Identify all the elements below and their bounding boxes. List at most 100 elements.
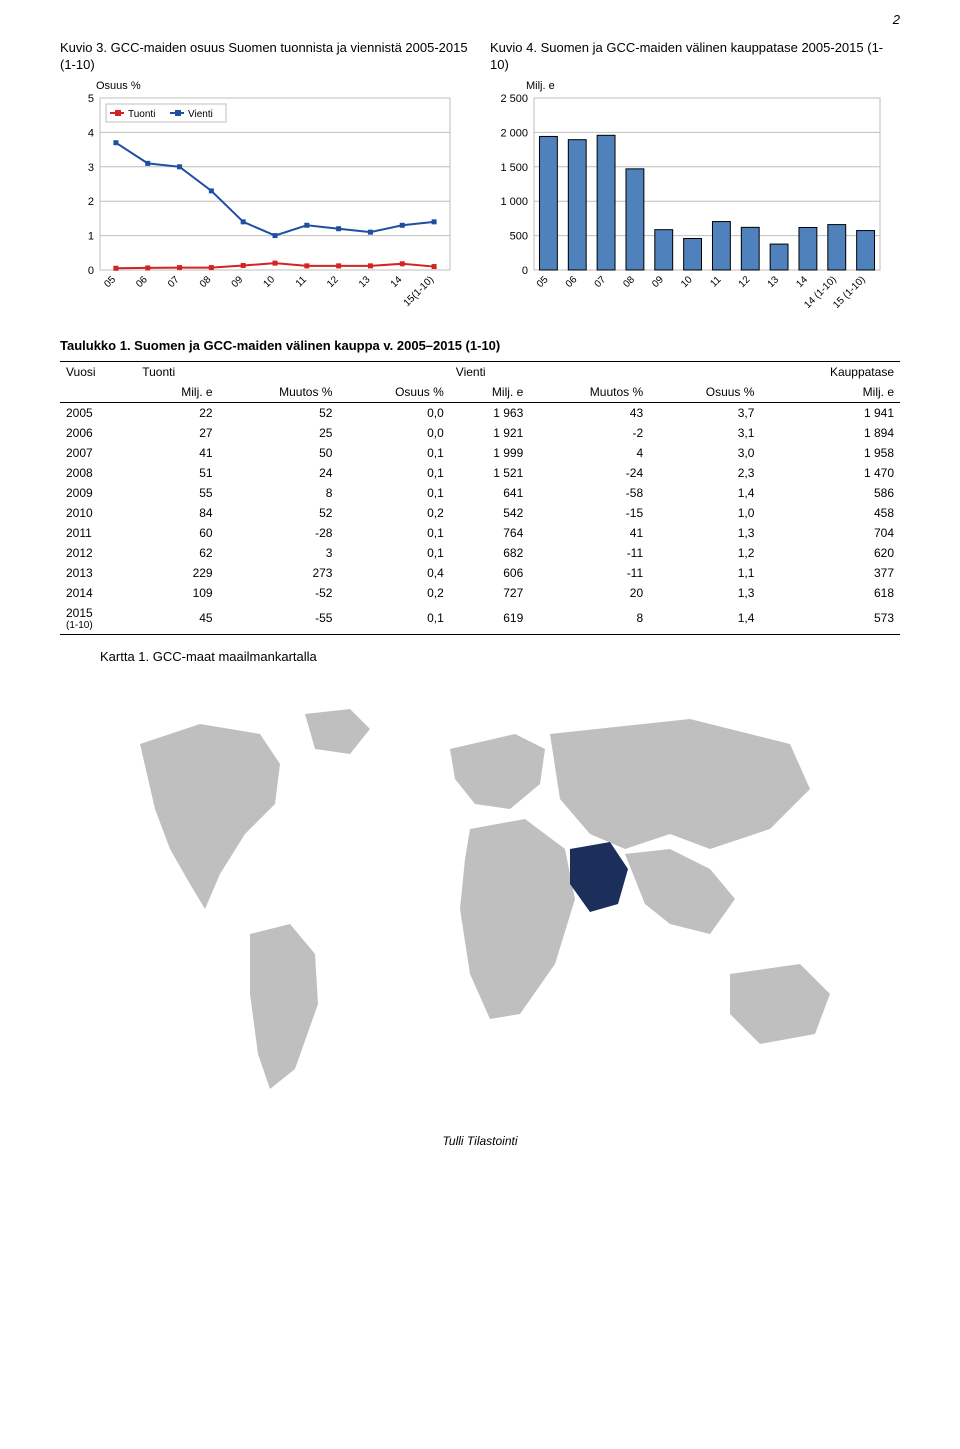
table-cell: 0,2 (338, 583, 449, 603)
table-cell: 3,1 (649, 423, 760, 443)
table-cell: -58 (529, 483, 649, 503)
table-header: Tuonti (136, 361, 218, 382)
table-cell: 0,1 (338, 443, 449, 463)
svg-text:4: 4 (88, 127, 94, 139)
svg-text:15(1-10): 15(1-10) (402, 274, 437, 309)
table-cell: 619 (450, 603, 529, 635)
table-subheader: Muutos % (529, 382, 649, 403)
page-number: 2 (893, 12, 900, 27)
table-cell: 542 (450, 503, 529, 523)
table-cell: 84 (136, 503, 218, 523)
table-cell: 20 (529, 583, 649, 603)
table-subheader: Milj. e (136, 382, 218, 403)
table-cell: 41 (529, 523, 649, 543)
table-cell: 4 (529, 443, 649, 463)
table-subheader (60, 382, 136, 403)
table-subheader: Osuus % (649, 382, 760, 403)
table-cell: 25 (219, 423, 339, 443)
table-cell: 2009 (60, 483, 136, 503)
table-sub-header: Milj. eMuutos %Osuus %Milj. eMuutos %Osu… (60, 382, 900, 403)
table-cell: 2010 (60, 503, 136, 523)
table-cell: 8 (529, 603, 649, 635)
table-cell: 1 941 (760, 402, 900, 423)
table-row: 201160-280,1764411,3704 (60, 523, 900, 543)
table-row: 20126230,1682-111,2620 (60, 543, 900, 563)
table-cell: 52 (219, 402, 339, 423)
table-group-header: VuosiTuontiVientiKauppatase (60, 361, 900, 382)
table-cell: 0,0 (338, 402, 449, 423)
table-cell: 0,2 (338, 503, 449, 523)
table-cell: 2008 (60, 463, 136, 483)
svg-text:14: 14 (389, 274, 405, 290)
table-cell: 704 (760, 523, 900, 543)
table-cell: 2011 (60, 523, 136, 543)
table-cell: -55 (219, 603, 339, 635)
table-cell: 2005 (60, 402, 136, 423)
table-cell: 50 (219, 443, 339, 463)
trade-table: VuosiTuontiVientiKauppatase Milj. eMuuto… (60, 361, 900, 635)
svg-text:2 000: 2 000 (500, 127, 528, 139)
svg-text:11: 11 (708, 274, 723, 289)
table-cell: 51 (136, 463, 218, 483)
svg-text:15 (1-10): 15 (1-10) (831, 274, 867, 310)
svg-text:0: 0 (522, 265, 528, 277)
table-cell: 0,1 (338, 603, 449, 635)
table-cell: 24 (219, 463, 339, 483)
table-cell: 1 999 (450, 443, 529, 463)
table-subheader: Milj. e (450, 382, 529, 403)
svg-text:10: 10 (261, 274, 277, 290)
table-row: 200741500,11 99943,01 958 (60, 443, 900, 463)
svg-text:3: 3 (88, 162, 94, 174)
table-row: 20095580,1641-581,4586 (60, 483, 900, 503)
table-cell: 22 (136, 402, 218, 423)
svg-text:07: 07 (166, 274, 182, 290)
svg-text:500: 500 (510, 230, 528, 242)
svg-text:12: 12 (325, 274, 341, 290)
chart-balance-title: Kuvio 4. Suomen ja GCC-maiden välinen ka… (490, 40, 900, 74)
table-cell: 1,2 (649, 543, 760, 563)
table-cell: 52 (219, 503, 339, 523)
table-cell: -52 (219, 583, 339, 603)
table-cell: 1 521 (450, 463, 529, 483)
svg-text:13: 13 (357, 274, 373, 290)
table-cell: 2006 (60, 423, 136, 443)
chart-balance: Kuvio 4. Suomen ja GCC-maiden välinen ka… (490, 40, 900, 314)
table-cell: -11 (529, 563, 649, 583)
table-cell: 109 (136, 583, 218, 603)
table-subheader: Osuus % (338, 382, 449, 403)
table-cell: 3,7 (649, 402, 760, 423)
table-row: 200627250,01 921-23,11 894 (60, 423, 900, 443)
svg-text:12: 12 (737, 274, 753, 290)
table-cell: 1 958 (760, 443, 900, 463)
table-header (649, 361, 760, 382)
world-map (70, 674, 890, 1114)
table-row: 201084520,2542-151,0458 (60, 503, 900, 523)
table-cell: 1,3 (649, 583, 760, 603)
table-cell: 0,1 (338, 543, 449, 563)
svg-text:05: 05 (535, 274, 551, 290)
table-cell: 0,1 (338, 483, 449, 503)
table-cell: 1 963 (450, 402, 529, 423)
table-header: Vienti (450, 361, 529, 382)
svg-text:Vienti: Vienti (188, 109, 213, 120)
svg-text:2: 2 (88, 196, 94, 208)
svg-text:09: 09 (650, 274, 666, 290)
table-cell: 2012 (60, 543, 136, 563)
table-cell: 3 (219, 543, 339, 563)
svg-text:11: 11 (294, 274, 309, 289)
svg-text:0: 0 (88, 265, 94, 277)
svg-text:14: 14 (794, 274, 810, 290)
table-row: 2014109-520,2727201,3618 (60, 583, 900, 603)
table-cell: 1,4 (649, 603, 760, 635)
table-subheader: Muutos % (219, 382, 339, 403)
chart-share-title: Kuvio 3. GCC-maiden osuus Suomen tuonnis… (60, 40, 470, 74)
table-row: 200851240,11 521-242,31 470 (60, 463, 900, 483)
table-header: Vuosi (60, 361, 136, 382)
svg-text:1: 1 (88, 230, 94, 242)
table-cell: 1 470 (760, 463, 900, 483)
table-cell: 45 (136, 603, 218, 635)
table-cell: 377 (760, 563, 900, 583)
table-cell: 573 (760, 603, 900, 635)
charts-row: Kuvio 3. GCC-maiden osuus Suomen tuonnis… (60, 40, 900, 314)
table-cell: 1,1 (649, 563, 760, 583)
